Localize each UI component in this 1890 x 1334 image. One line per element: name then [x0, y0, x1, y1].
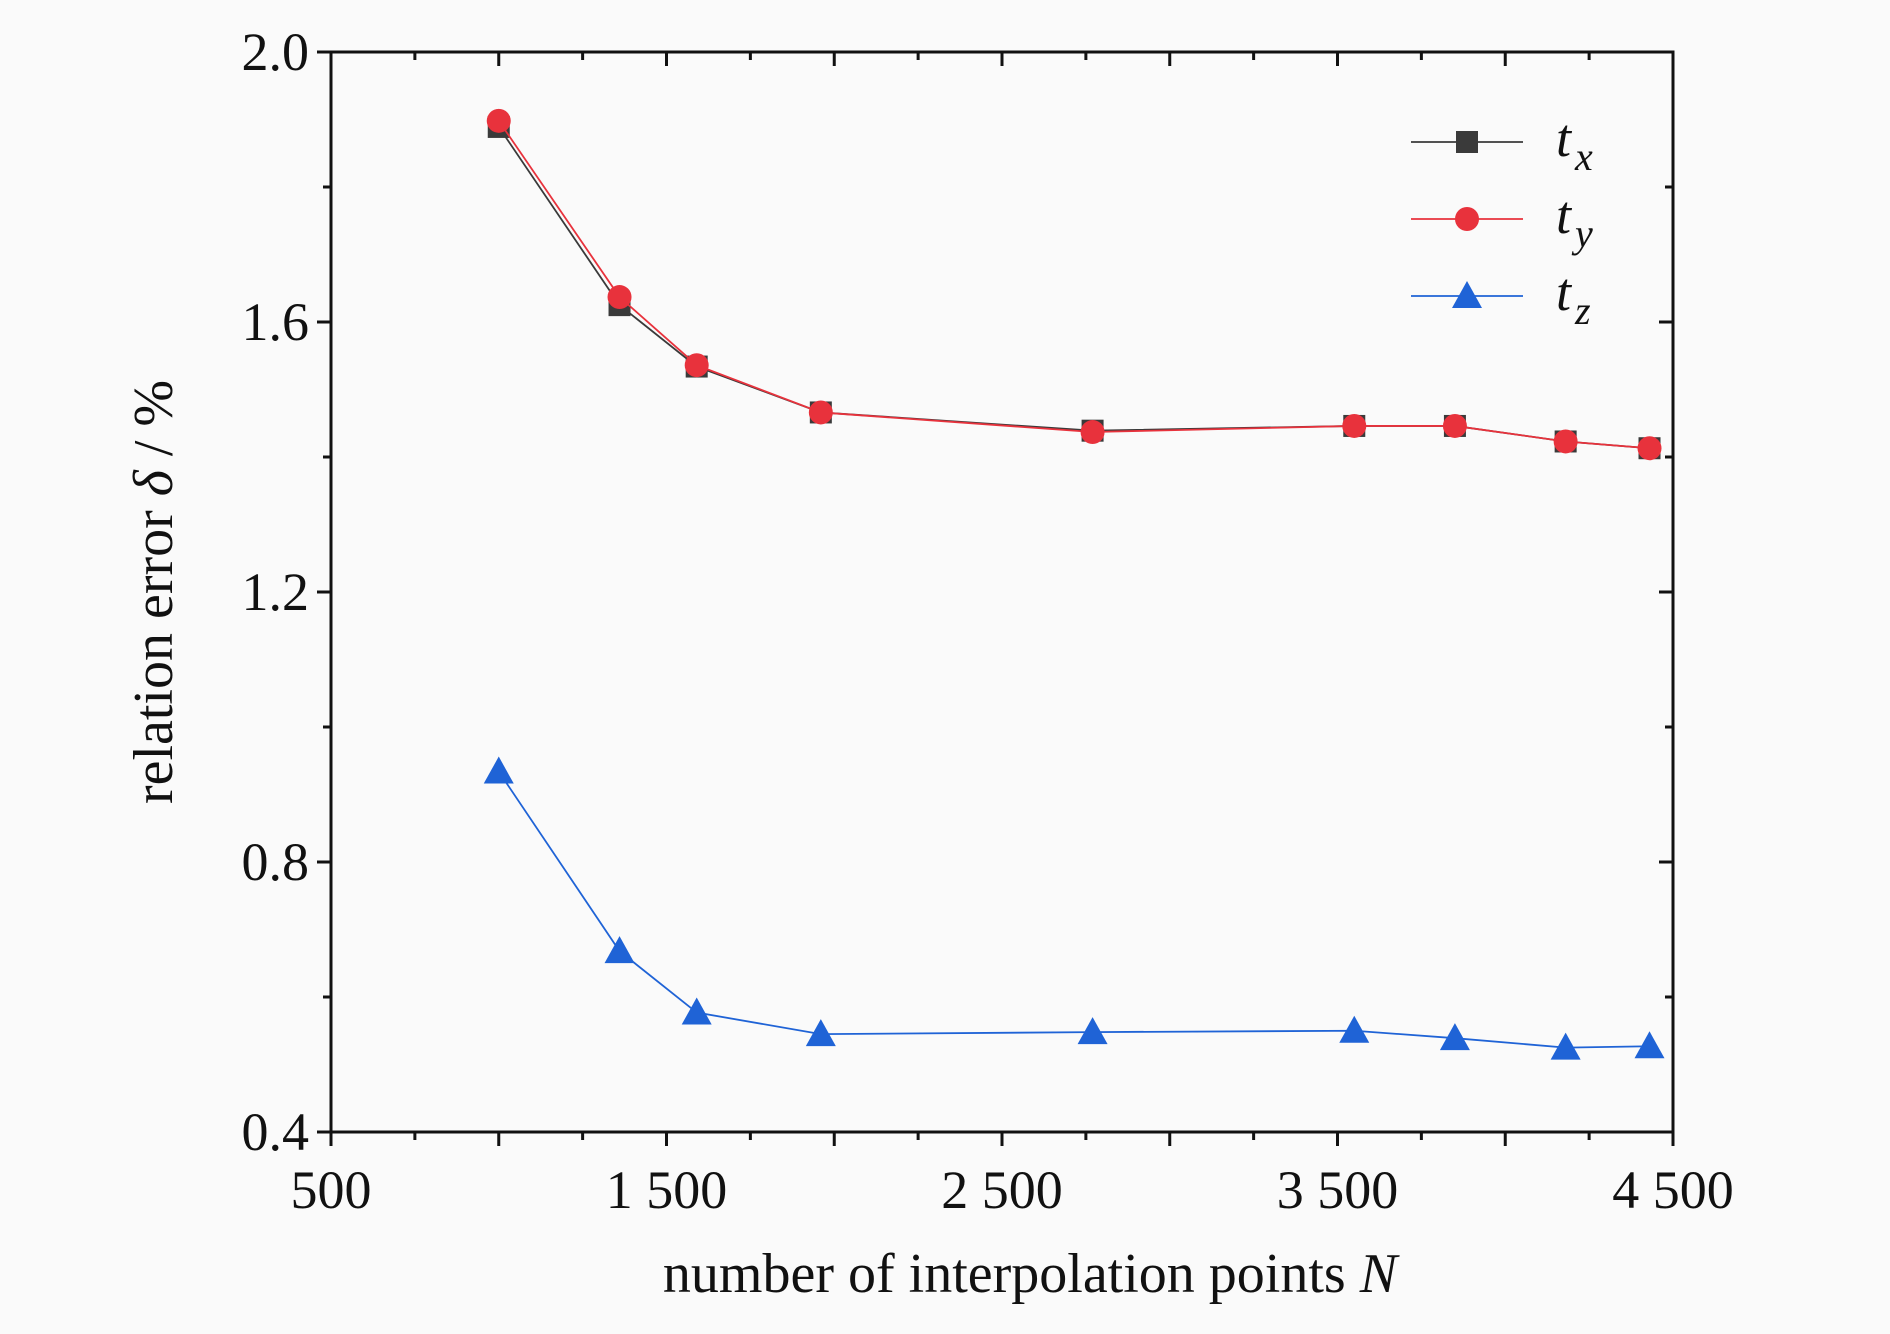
series-tx: [487, 115, 1661, 460]
x-tick-label: 4 500: [1612, 1160, 1734, 1220]
triangle-marker: [1439, 1023, 1470, 1051]
series-line: [498, 126, 1650, 450]
y-tick-label: 1.6: [242, 292, 310, 352]
triangle-marker: [1550, 1032, 1581, 1060]
triangle-marker: [1077, 1017, 1108, 1045]
x-tick-label: 500: [291, 1160, 372, 1220]
circle-marker: [1553, 429, 1578, 454]
circle-marker: [808, 400, 833, 425]
circle-marker: [1455, 207, 1479, 231]
triangle-marker: [1452, 281, 1482, 308]
circle-marker: [1637, 436, 1662, 461]
y-axis-label: relation error δ / %: [123, 380, 185, 804]
circle-marker: [1342, 413, 1367, 438]
triangle-marker: [483, 756, 514, 784]
circle-marker: [684, 353, 709, 378]
series-layer: [483, 108, 1665, 1060]
circle-marker: [607, 285, 632, 310]
square-marker: [1456, 131, 1478, 153]
circle-marker: [1080, 420, 1105, 445]
x-axis-label: number of interpolation points N: [663, 1243, 1400, 1305]
triangle-marker: [1634, 1031, 1665, 1059]
y-tick-label: 1.2: [242, 562, 310, 622]
y-tick-label: 2.0: [242, 22, 310, 82]
x-tick-label: 2 500: [941, 1160, 1063, 1220]
y-tick-label: 0.4: [242, 1102, 310, 1162]
triangle-marker: [681, 997, 712, 1025]
series-line: [498, 771, 1650, 1049]
x-tick-label: 3 500: [1277, 1160, 1399, 1220]
series-ty: [486, 108, 1662, 461]
series-tz: [483, 756, 1665, 1060]
legend: t xt yt z: [1411, 108, 1593, 333]
circle-marker: [486, 108, 511, 133]
x-tick-label: 1 500: [606, 1160, 728, 1220]
triangle-marker: [1339, 1015, 1370, 1043]
triangle-marker: [805, 1019, 836, 1047]
triangle-marker: [604, 936, 635, 964]
circle-marker: [1442, 413, 1467, 438]
axes: 500 1 500 2 500 3 500 4 500 0.4 0.8 1.2 1.6 2.0: [242, 22, 1734, 1220]
series-line: [498, 120, 1650, 450]
y-tick-label: 0.8: [242, 832, 310, 892]
